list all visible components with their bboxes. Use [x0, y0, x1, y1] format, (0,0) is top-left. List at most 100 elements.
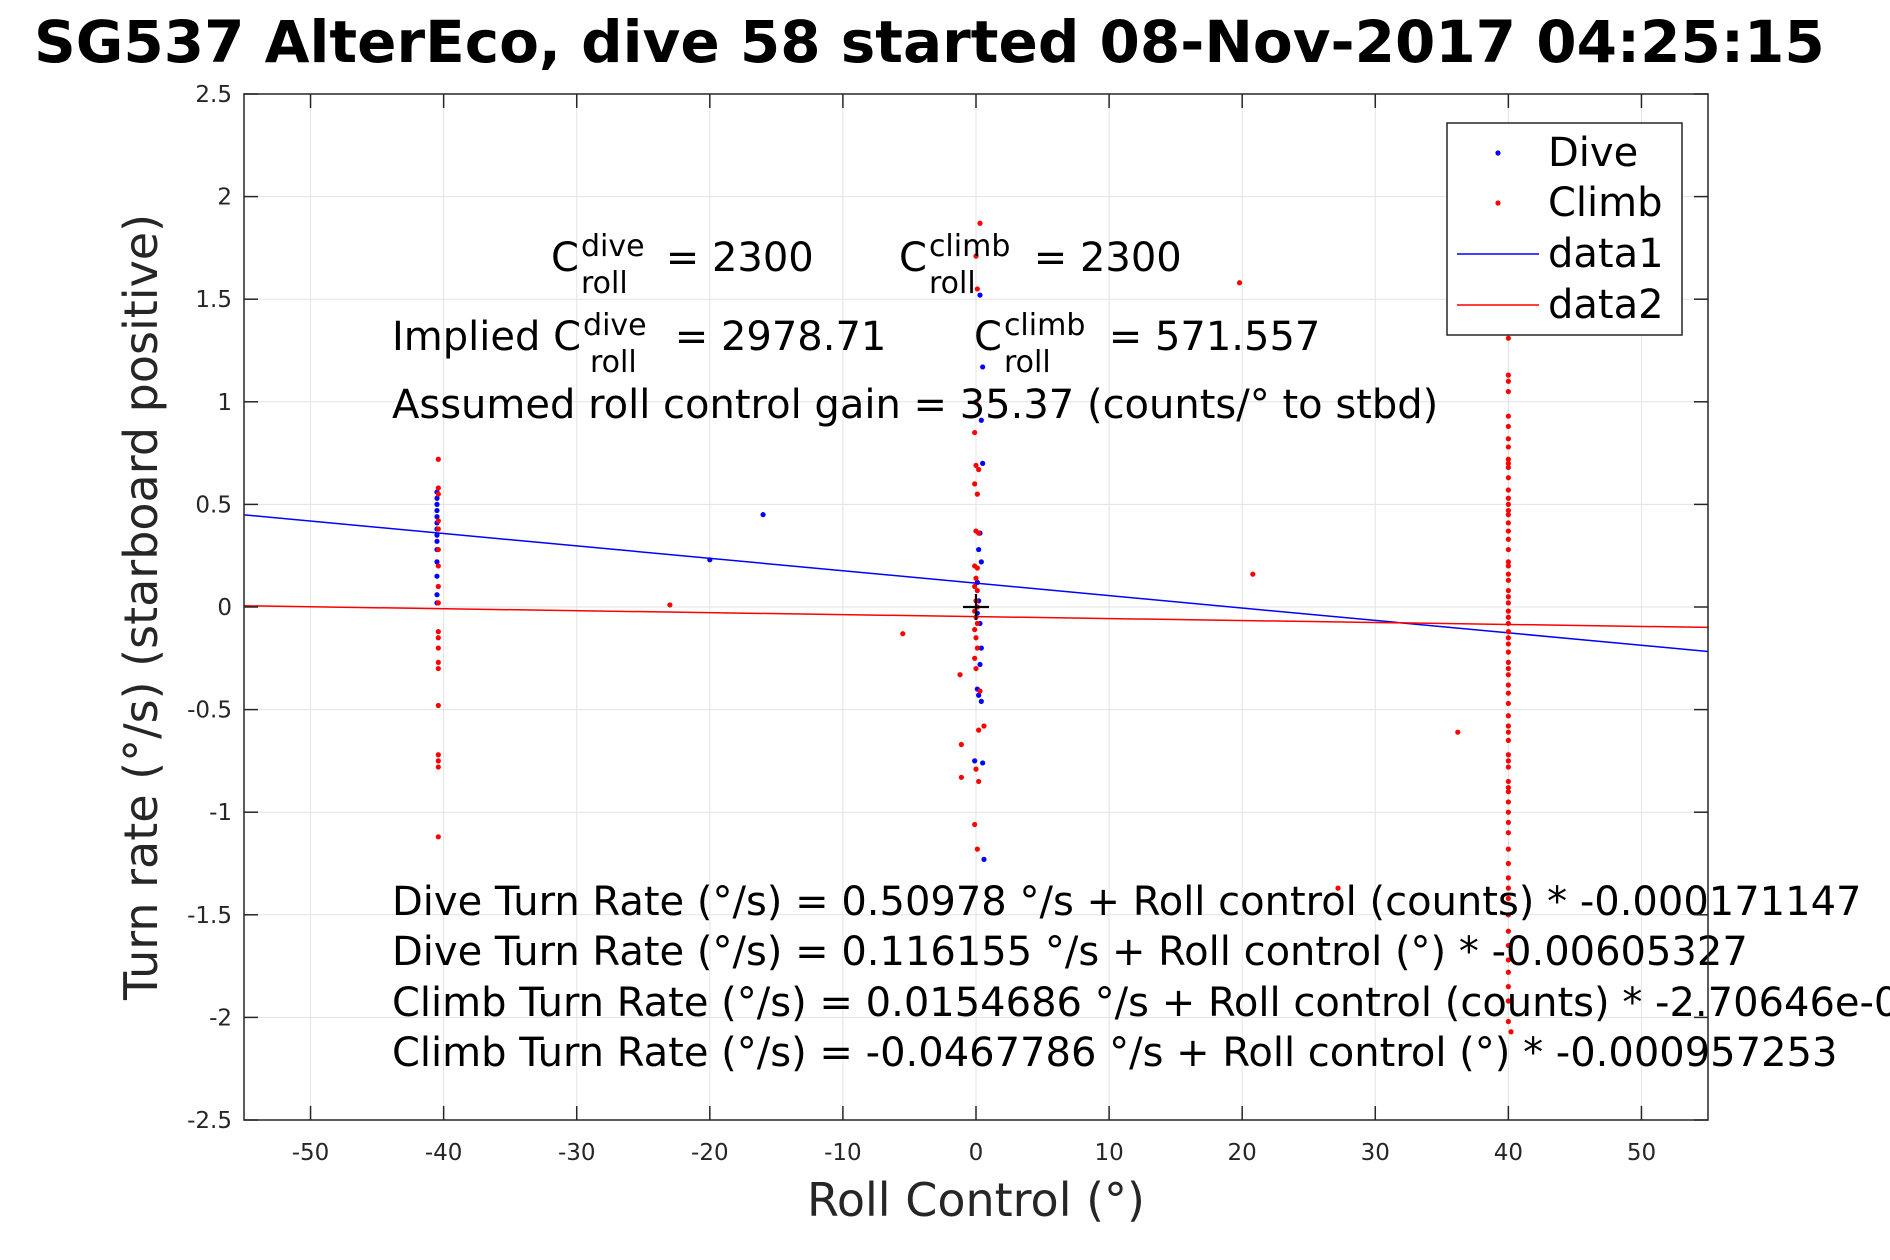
climb-point	[1505, 682, 1511, 688]
c-dive-annotation: Cdive roll = 2300	[551, 229, 814, 301]
climb-point	[1505, 819, 1511, 826]
climb-point	[1505, 335, 1511, 341]
climb-point	[976, 466, 982, 473]
climb-point	[435, 702, 441, 709]
legend-box	[1446, 122, 1683, 336]
x-tick-label: -20	[691, 1140, 729, 1166]
climb-point	[1505, 600, 1511, 606]
climb-point	[972, 481, 978, 487]
legend-dive-label: Dive	[1548, 130, 1638, 176]
climb-point	[435, 834, 441, 840]
dive-point	[978, 417, 984, 423]
implied-climb-annotation: Cclimb roll = 571.557	[974, 308, 1320, 380]
legend: Dive Climb data1 data2	[1446, 122, 1683, 336]
dive-point	[980, 760, 986, 766]
climb-point	[1505, 620, 1511, 627]
climb-point	[973, 253, 979, 259]
climb-point	[973, 462, 979, 469]
climb-point	[1505, 464, 1511, 471]
climb-point	[973, 399, 979, 405]
climb-point	[1505, 713, 1511, 719]
climb-point	[957, 672, 963, 678]
climb-point	[435, 645, 441, 651]
dive-point	[434, 559, 440, 565]
climb-point	[1505, 614, 1511, 620]
climb-point	[435, 518, 441, 524]
climb-point	[1505, 984, 1511, 990]
dive-point	[977, 292, 983, 298]
gain-annotation: Assumed roll control gain = 35.37 (count…	[392, 382, 1438, 428]
dive-point	[972, 758, 978, 764]
climb-point	[1505, 690, 1511, 696]
y-tick-label: 2.5	[195, 82, 232, 108]
y-tick-label: -0.5	[187, 698, 232, 724]
climb-point	[1505, 895, 1511, 901]
climb-point	[973, 575, 979, 581]
climb-point	[1505, 413, 1511, 419]
climb-point	[972, 626, 978, 633]
climb-point	[1505, 629, 1511, 635]
climb-points	[435, 220, 1514, 1035]
climb-point	[973, 766, 979, 772]
climb-point	[977, 688, 983, 694]
climb-point	[1505, 764, 1511, 770]
x-tick-label: 40	[1494, 1140, 1523, 1166]
climb-point	[435, 629, 441, 635]
climb-point	[1505, 784, 1511, 791]
dive-point	[978, 698, 984, 704]
climb-point	[1505, 512, 1511, 518]
climb-point	[435, 563, 441, 569]
climb-point	[1505, 778, 1511, 785]
climb-point	[1505, 520, 1511, 526]
x-tick-label: -10	[824, 1140, 862, 1166]
climb-point	[1505, 752, 1511, 758]
tick-marks: -50 -40 -30 -20 -10 0 10 20 30 40 50-2.5-2-1.5-1-0…	[187, 82, 1708, 1166]
climb-point	[900, 631, 906, 637]
climb-point	[1505, 723, 1511, 729]
climb-point	[435, 758, 441, 764]
climb-point	[435, 752, 441, 758]
climb-point	[1505, 546, 1511, 553]
climb-point	[435, 583, 441, 590]
dive-point	[976, 546, 982, 553]
climb-point	[1505, 659, 1511, 666]
climb-point	[435, 600, 441, 606]
climb-point	[1508, 1029, 1514, 1035]
climb-point	[1505, 475, 1511, 481]
dive-point	[434, 538, 440, 544]
dive-point	[978, 559, 984, 565]
dive-point	[434, 532, 440, 538]
y-tick-label: 0.5	[195, 492, 232, 518]
climb-point	[1505, 875, 1511, 881]
y-tick-label: -1	[209, 800, 232, 826]
climb-point	[1505, 571, 1511, 577]
climb-point	[974, 645, 980, 651]
climb-point	[1505, 928, 1511, 934]
climb-point	[1505, 969, 1511, 975]
climb-point	[1250, 571, 1256, 577]
climb-point	[1505, 577, 1511, 583]
climb-point	[958, 741, 964, 748]
climb-point	[435, 764, 441, 770]
y-tick-label: 1	[217, 390, 232, 416]
climb-point	[973, 665, 979, 672]
climb-point	[976, 778, 982, 785]
climb-point	[1505, 608, 1511, 614]
climb-point	[1505, 423, 1511, 430]
legend-data1-label: data1	[1548, 231, 1664, 277]
climb-point	[976, 727, 982, 733]
legend-dive-swatch	[1495, 150, 1501, 156]
annotations: Cdive roll = 2300 Cclimb roll = 2300 Impli…	[392, 229, 1890, 1076]
climb-point	[958, 774, 964, 780]
climb-point	[1505, 942, 1511, 949]
dive-point	[434, 501, 440, 507]
climb-equation-counts: Climb Turn Rate (°/s) = 0.0154686 °/s + …	[392, 980, 1890, 1026]
x-tick-label: -40	[425, 1140, 463, 1166]
climb-point	[1505, 809, 1511, 815]
climb-point	[1505, 649, 1511, 655]
climb-point	[974, 587, 980, 594]
x-tick-label: 50	[1627, 1140, 1656, 1166]
legend-climb-label: Climb	[1548, 180, 1663, 226]
climb-point	[1505, 885, 1511, 891]
